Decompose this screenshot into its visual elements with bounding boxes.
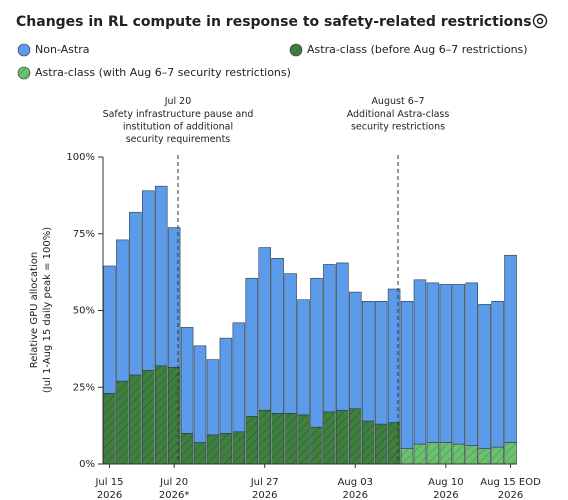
bar-segment [439,442,453,465]
bar-segment [310,277,323,428]
bar-segment [103,393,116,465]
annotation-text: Safety infrastructure pause and instituti… [103,109,254,145]
legend-marker [17,43,31,57]
legend-label: Non-Astra [35,43,90,56]
bar-segment [258,409,271,465]
x-tick-label: Jul 27 2026 [250,477,279,500]
annotation-title: Jul 20 [164,96,192,107]
bar-segment [116,380,129,465]
bar-segment [426,442,440,465]
bar-segment [129,211,142,376]
bar-segment [452,284,466,445]
bar-segment [387,288,401,423]
bar-segment [245,416,259,465]
x-tick-label: Aug 03 2026 [338,477,373,500]
bar-segment [232,431,246,465]
bar-segment [129,374,142,465]
bar-segment [310,426,323,465]
bar-segment [336,409,349,465]
bar-segment [349,408,362,465]
x-tick-label: Jul 15 2026 [94,477,123,500]
bar-segment [361,420,375,465]
bar-segment [374,423,388,465]
y-tick-label: 100% [66,152,95,163]
bar-segment [297,414,310,465]
bar-segment [374,300,388,425]
bar-segment [103,265,116,394]
bar-segment [284,413,297,465]
bar-segment [154,185,168,367]
y-tick-label: 50% [73,306,95,317]
legend-marker [17,66,31,80]
bar-segment [426,282,440,443]
bar-segment [142,190,155,371]
bar-segment [323,264,336,413]
bar-segment [504,442,517,465]
bar-segment [439,284,453,443]
bar-segment [271,413,284,465]
logo-core [536,17,544,25]
bar-segment [413,279,427,445]
y-tick-label: 25% [73,382,95,393]
bar-segment [349,291,362,410]
bar-segment [323,411,336,465]
bar-segment [154,365,168,465]
bar-segment [167,227,181,368]
bar-segment [245,277,259,417]
legend-label: Astra-class (with Aug 6–7 security restr… [35,66,291,79]
bar-segment [219,337,233,434]
bar-segment [504,254,517,443]
bar-segment [232,322,246,433]
logo-ring [532,13,548,29]
bar-segment [361,300,375,422]
bar-segment [193,442,207,465]
bar-segment [219,432,233,465]
bar-segment [478,304,491,449]
bar-segment [284,273,297,414]
bar-segment [478,448,491,465]
bar-segment [258,247,271,411]
bar-segment [297,299,310,416]
bar-segment [116,239,129,382]
bar-segment [206,359,220,436]
bar-segment [465,445,478,465]
legend-label: Astra-class (before Aug 6–7 restrictions… [307,43,528,56]
x-tick-label: Aug 15 EOD 2026 [480,477,541,500]
bar-segment [413,443,427,465]
x-tick-label: Jul 20 2026* [159,477,189,500]
bar-segment [452,443,466,465]
bar-segment [142,370,155,465]
bar-segment [193,345,207,443]
x-tick-label: Aug 10 2026 [428,477,463,500]
bar-segment [465,282,478,446]
bar-segment [271,258,284,414]
bar-segment [400,448,414,465]
bar-segment [491,300,504,448]
logo [532,13,548,29]
annotation-text: Additional Astra-class security restricti… [347,109,450,133]
bar-segment [336,262,349,411]
bar-segment [491,446,504,465]
annotation-title: August 6–7 [371,96,424,107]
y-tick-label: 75% [73,229,95,240]
bar-segment [180,432,194,465]
bar-segment [180,327,194,434]
bar-segment [400,300,414,449]
y-axis-label: Relative GPU allocation (Jul 1-Aug 15 dai… [29,227,53,393]
bar-segment [206,434,220,465]
y-tick-label: 0% [79,459,95,470]
legend-marker [289,43,303,57]
chart-title: Changes in RL compute in response to saf… [16,14,532,30]
